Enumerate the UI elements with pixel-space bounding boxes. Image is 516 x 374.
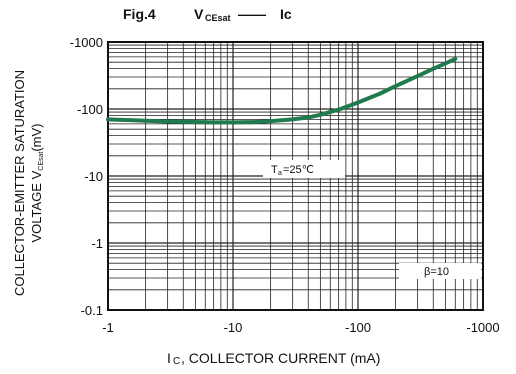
beta-annotation: β=10 bbox=[424, 266, 449, 278]
series-line-vcesat bbox=[106, 56, 458, 125]
y-axis-title-line1: COLLECTOR-EMITTER SATURATION bbox=[12, 70, 27, 296]
beta-label-bg bbox=[399, 263, 481, 279]
temperature-label-bg bbox=[263, 160, 345, 178]
y-tick-label: -1000 bbox=[70, 35, 103, 50]
y-axis-title-line2-subscript: CEsat bbox=[38, 152, 45, 171]
y-tick-label: -10 bbox=[84, 169, 103, 184]
y-tick-label: -100 bbox=[77, 102, 103, 117]
x-tick-label: -10 bbox=[224, 320, 243, 335]
plot-area bbox=[106, 41, 484, 311]
x-axis-title-prefix: I bbox=[167, 350, 171, 366]
temperature-annotation-value: =25℃ bbox=[283, 164, 314, 176]
x-axis-title-subscript: C bbox=[173, 356, 180, 367]
figure-title-dash: —— bbox=[238, 6, 266, 22]
figure-label: Fig.4 bbox=[123, 6, 156, 22]
temperature-annotation-prefix: T bbox=[271, 164, 278, 176]
x-axis-title-text: , COLLECTOR CURRENT (mA) bbox=[181, 350, 380, 366]
figure-title-ic: Ic bbox=[280, 6, 292, 22]
x-tick-labels: -1 -10 -100 -1000 bbox=[102, 320, 499, 335]
figure-title-v: V bbox=[194, 6, 204, 22]
temperature-annotation-subscript: a bbox=[278, 170, 282, 177]
y-tick-labels: -0.1 -1 -10 -100 -1000 bbox=[70, 35, 103, 318]
plot-frame bbox=[107, 41, 484, 311]
x-tick-label: -1 bbox=[102, 320, 114, 335]
x-tick-label: -1000 bbox=[466, 320, 499, 335]
x-tick-label: -100 bbox=[345, 320, 371, 335]
y-axis-title-line2-prefix: VOLTAGE V bbox=[29, 170, 44, 242]
series-layer bbox=[106, 56, 458, 125]
y-axis-title-line2: VOLTAGE VCEsat(mV) bbox=[29, 124, 45, 243]
y-axis-title-line2-group: VOLTAGE VCEsat(mV) bbox=[29, 124, 45, 243]
y-tick-label: -1 bbox=[91, 236, 103, 251]
grid-lines bbox=[107, 42, 483, 311]
y-axis-title-line1-group: COLLECTOR-EMITTER SATURATION bbox=[12, 70, 27, 296]
figure-title-v-subscript: CEsat bbox=[205, 13, 231, 23]
y-axis-title-line2-suffix: (mV) bbox=[29, 124, 44, 152]
y-tick-label: -0.1 bbox=[81, 303, 103, 318]
